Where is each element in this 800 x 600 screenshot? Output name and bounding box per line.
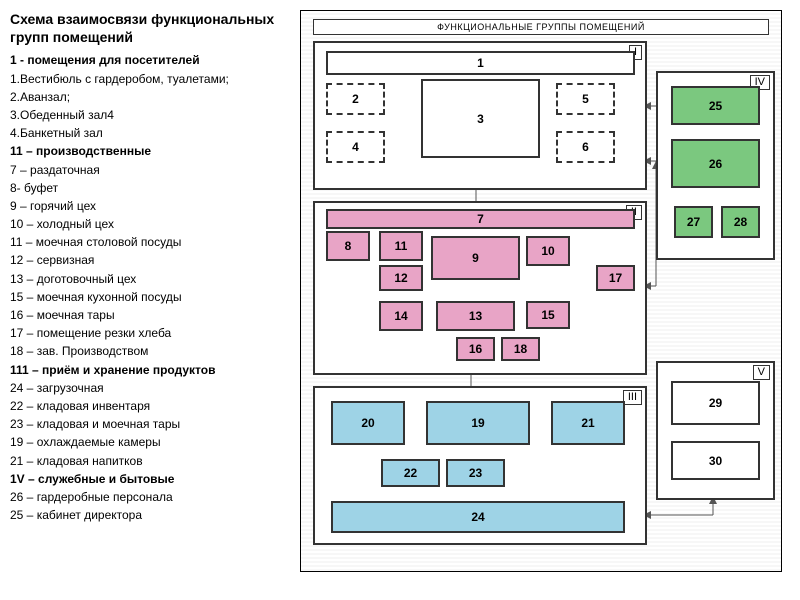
legend-item: 2.Аванзал; (10, 89, 290, 105)
room-box-13: 13 (436, 301, 515, 331)
legend-item: 12 – сервизная (10, 252, 290, 268)
room-box-23: 23 (446, 459, 505, 487)
legend-item: 25 – кабинет директора (10, 507, 290, 523)
legend-item: 4.Банкетный зал (10, 125, 290, 141)
room-box-27: 27 (674, 206, 713, 238)
room-box-19: 19 (426, 401, 530, 445)
room-box-1: 1 (326, 51, 635, 75)
diagram-title: Схема взаимосвязи функциональных групп п… (10, 10, 290, 46)
room-box-4: 4 (326, 131, 385, 163)
legend-item: 15 – моечная кухонной посуды (10, 289, 290, 305)
room-box-9: 9 (431, 236, 520, 280)
room-box-6: 6 (556, 131, 615, 163)
legend-s4-head: 1V – служебные и бытовые (10, 471, 290, 487)
legend-s3-head: 111 – приём и хранение продуктов (10, 362, 290, 378)
group-label: III (623, 390, 642, 405)
room-box-2: 2 (326, 83, 385, 115)
legend-item: 8- буфет (10, 180, 290, 196)
room-box-26: 26 (671, 139, 760, 188)
room-box-16: 16 (456, 337, 495, 361)
legend-item: 24 – загрузочная (10, 380, 290, 396)
room-box-15: 15 (526, 301, 570, 329)
room-box-3: 3 (421, 79, 540, 158)
room-box-5: 5 (556, 83, 615, 115)
room-box-21: 21 (551, 401, 625, 445)
legend: 1 - помещения для посетителей 1.Вестибюл… (10, 52, 290, 523)
legend-item: 18 – зав. Производством (10, 343, 290, 359)
legend-item: 1.Вестибюль с гардеробом, туалетами; (10, 71, 290, 87)
room-box-11: 11 (379, 231, 423, 261)
legend-item: 9 – горячий цех (10, 198, 290, 214)
legend-item: 21 – кладовая напитков (10, 453, 290, 469)
legend-item: 3.Обеденный зал4 (10, 107, 290, 123)
legend-item: 11 – моечная столовой посуды (10, 234, 290, 250)
legend-item: 26 – гардеробные персонала (10, 489, 290, 505)
room-box-24: 24 (331, 501, 625, 533)
room-box-30: 30 (671, 441, 760, 480)
room-box-29: 29 (671, 381, 760, 425)
legend-item: 17 – помещение резки хлеба (10, 325, 290, 341)
legend-item: 13 – доготовочный цех (10, 271, 290, 287)
diagram-header: ФУНКЦИОНАЛЬНЫЕ ГРУППЫ ПОМЕЩЕНИЙ (313, 19, 769, 35)
room-box-18: 18 (501, 337, 540, 361)
room-box-14: 14 (379, 301, 423, 331)
room-box-10: 10 (526, 236, 570, 266)
room-box-17: 17 (596, 265, 635, 291)
legend-item: 10 – холодный цех (10, 216, 290, 232)
legend-item: 19 – охлаждаемые камеры (10, 434, 290, 450)
group-label: V (753, 365, 770, 380)
room-box-22: 22 (381, 459, 440, 487)
room-box-8: 8 (326, 231, 370, 261)
legend-s2-head: 11 – производственные (10, 143, 290, 159)
room-box-25: 25 (671, 86, 760, 125)
diagram-canvas: ФУНКЦИОНАЛЬНЫЕ ГРУППЫ ПОМЕЩЕНИЙ IIIIIIIV… (300, 10, 782, 572)
legend-item: 7 – раздаточная (10, 162, 290, 178)
room-box-20: 20 (331, 401, 405, 445)
legend-item: 16 – моечная тары (10, 307, 290, 323)
legend-s1-head: 1 - помещения для посетителей (10, 52, 290, 68)
room-box-7: 7 (326, 209, 635, 229)
legend-item: 22 – кладовая инвентаря (10, 398, 290, 414)
room-box-12: 12 (379, 265, 423, 291)
room-box-28: 28 (721, 206, 760, 238)
legend-item: 23 – кладовая и моечная тары (10, 416, 290, 432)
